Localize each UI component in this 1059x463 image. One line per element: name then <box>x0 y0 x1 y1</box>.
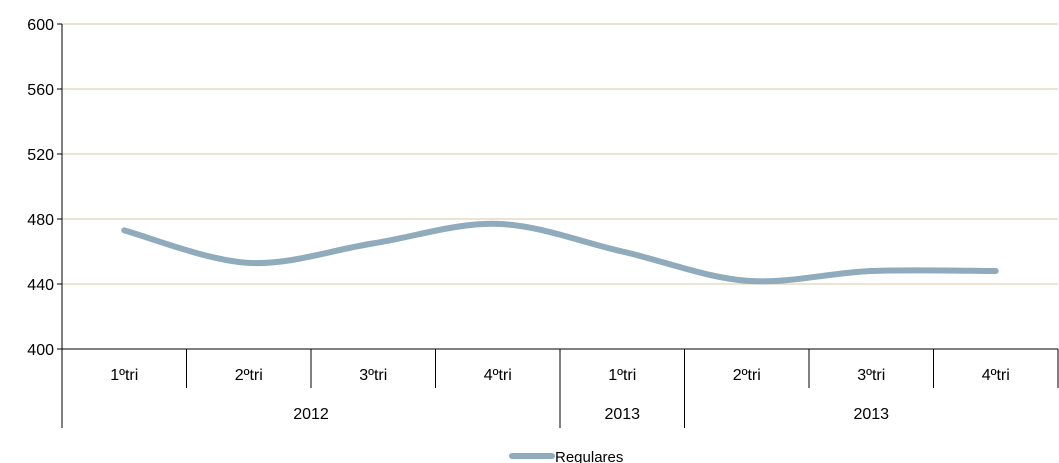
y-tick-label: 480 <box>27 212 54 229</box>
series-line-regulares <box>121 220 999 285</box>
data-point <box>619 249 625 255</box>
x-category-label: 2ºtri <box>235 367 263 384</box>
x-category-label: 3ºtri <box>359 367 387 384</box>
series-lines <box>121 220 999 285</box>
x-category-label: 2ºtri <box>733 367 761 384</box>
data-point <box>744 278 750 284</box>
x-category-label: 4ºtri <box>982 367 1010 384</box>
data-point <box>246 260 252 266</box>
x-category-label: 1ºtri <box>608 367 636 384</box>
data-point <box>121 227 127 233</box>
data-point <box>370 240 376 246</box>
y-tick-label: 600 <box>27 17 54 34</box>
x-axis-categories: 1ºtri 2ºtri 3ºtri 4ºtri 1ºtri 2ºtri 3ºtri 4ºtri… <box>110 367 1010 423</box>
y-tick-label: 440 <box>27 277 54 294</box>
x-category-label: 4ºtri <box>484 367 512 384</box>
gridlines <box>62 23 1058 285</box>
y-tick-label: 520 <box>27 147 54 164</box>
data-point <box>868 268 874 274</box>
legend: Regulares <box>509 449 623 463</box>
x-category-label: 3ºtri <box>857 367 885 384</box>
legend-label: Regulares <box>555 449 623 463</box>
y-tick-label: 400 <box>27 342 54 359</box>
x-group-label: 2013 <box>853 406 889 423</box>
data-point <box>495 221 501 227</box>
y-axis-ticks: 400 440 480 520 560 600 <box>27 17 54 359</box>
y-tick-label: 560 <box>27 82 54 99</box>
data-point <box>993 268 999 274</box>
x-group-label: 2012 <box>293 406 329 423</box>
axes <box>57 23 1059 428</box>
x-category-label: 1ºtri <box>110 367 138 384</box>
x-group-label: 2013 <box>604 406 640 423</box>
